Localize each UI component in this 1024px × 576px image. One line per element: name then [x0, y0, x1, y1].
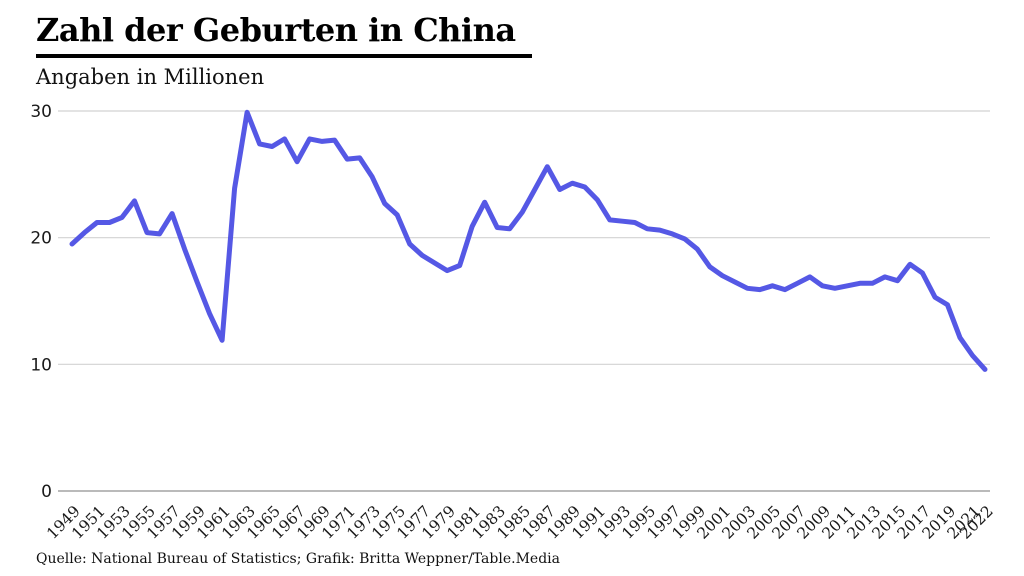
page-title: Zahl der Geburten in China — [36, 12, 532, 58]
y-tick-label: 10 — [30, 355, 52, 375]
y-tick-label: 30 — [30, 102, 52, 122]
chart-footer: Quelle: National Bureau of Statistics; G… — [36, 551, 560, 567]
chart-subtitle: Angaben in Millionen — [36, 64, 265, 89]
y-tick-label: 0 — [41, 482, 52, 502]
y-tick-label: 20 — [30, 229, 52, 249]
chart-header: Zahl der Geburten in China Angaben in Mi… — [36, 12, 532, 89]
source-note: Quelle: National Bureau of Statistics; G… — [36, 551, 560, 567]
births-data-line — [69, 109, 988, 372]
